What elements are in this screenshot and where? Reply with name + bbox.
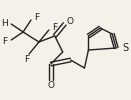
- Text: O: O: [66, 18, 73, 26]
- Text: H: H: [1, 18, 8, 28]
- Text: F: F: [2, 36, 7, 46]
- Text: F: F: [52, 24, 57, 32]
- Text: S: S: [122, 43, 128, 53]
- Text: F: F: [24, 55, 30, 64]
- Text: F: F: [34, 14, 39, 22]
- Text: O: O: [47, 82, 54, 90]
